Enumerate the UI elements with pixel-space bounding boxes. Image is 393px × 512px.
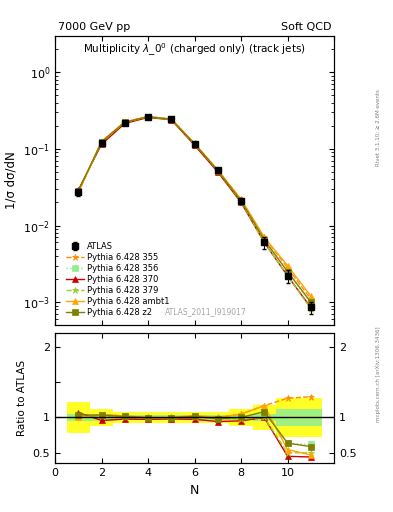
Pythia 6.428 379 — [262, 240, 267, 246]
Pythia 6.428 379 — [99, 139, 104, 145]
Text: Rivet 3.1.10; ≥ 2.6M events: Rivet 3.1.10; ≥ 2.6M events — [376, 90, 380, 166]
Pythia 6.428 370 — [285, 273, 290, 279]
Pythia 6.428 356 — [285, 268, 290, 274]
Pythia 6.428 356 — [123, 119, 127, 125]
Pythia 6.428 370 — [192, 142, 197, 148]
Text: Soft QCD: Soft QCD — [281, 22, 331, 32]
Y-axis label: Ratio to ATLAS: Ratio to ATLAS — [17, 360, 27, 436]
Pythia 6.428 379 — [169, 116, 174, 122]
Line: Pythia 6.428 z2: Pythia 6.428 z2 — [75, 114, 314, 305]
Pythia 6.428 z2 — [99, 139, 104, 145]
Pythia 6.428 z2 — [215, 167, 220, 174]
Pythia 6.428 356 — [146, 114, 151, 120]
Pythia 6.428 z2 — [169, 116, 174, 122]
Pythia 6.428 z2 — [285, 268, 290, 274]
Pythia 6.428 356 — [99, 139, 104, 145]
Pythia 6.428 355 — [192, 140, 197, 146]
Pythia 6.428 355 — [123, 119, 127, 125]
Pythia 6.428 z2 — [192, 141, 197, 147]
Pythia 6.428 370 — [146, 114, 151, 120]
Pythia 6.428 379 — [239, 199, 243, 205]
Pythia 6.428 z2 — [123, 119, 127, 125]
Pythia 6.428 z2 — [76, 188, 81, 195]
Pythia 6.428 ambt1 — [169, 116, 174, 122]
Pythia 6.428 z2 — [239, 198, 243, 204]
Pythia 6.428 379 — [123, 119, 127, 125]
Pythia 6.428 ambt1 — [99, 138, 104, 144]
Line: Pythia 6.428 379: Pythia 6.428 379 — [75, 114, 314, 312]
Pythia 6.428 z2 — [309, 299, 313, 305]
Line: Pythia 6.428 355: Pythia 6.428 355 — [75, 113, 314, 302]
Pythia 6.428 379 — [76, 189, 81, 196]
Line: Pythia 6.428 370: Pythia 6.428 370 — [75, 114, 314, 311]
Pythia 6.428 ambt1 — [309, 293, 313, 299]
Pythia 6.428 355 — [76, 189, 81, 196]
Pythia 6.428 356 — [169, 116, 174, 122]
Pythia 6.428 370 — [309, 305, 313, 311]
Pythia 6.428 370 — [123, 120, 127, 126]
Pythia 6.428 379 — [285, 273, 290, 279]
Pythia 6.428 370 — [262, 240, 267, 246]
X-axis label: N: N — [190, 484, 199, 497]
Pythia 6.428 z2 — [262, 237, 267, 243]
Pythia 6.428 355 — [99, 138, 104, 144]
Pythia 6.428 ambt1 — [76, 189, 81, 196]
Pythia 6.428 ambt1 — [123, 119, 127, 125]
Legend: ATLAS, Pythia 6.428 355, Pythia 6.428 356, Pythia 6.428 370, Pythia 6.428 379, P: ATLAS, Pythia 6.428 355, Pythia 6.428 35… — [62, 239, 173, 321]
Pythia 6.428 ambt1 — [146, 114, 151, 120]
Line: Pythia 6.428 356: Pythia 6.428 356 — [75, 114, 314, 307]
Pythia 6.428 370 — [215, 169, 220, 175]
Pythia 6.428 ambt1 — [215, 167, 220, 173]
Pythia 6.428 355 — [215, 167, 220, 173]
Pythia 6.428 379 — [146, 114, 151, 120]
Pythia 6.428 z2 — [146, 114, 151, 120]
Line: Pythia 6.428 ambt1: Pythia 6.428 ambt1 — [75, 113, 314, 299]
Pythia 6.428 356 — [239, 198, 243, 204]
Pythia 6.428 355 — [262, 234, 267, 241]
Pythia 6.428 ambt1 — [262, 234, 267, 241]
Pythia 6.428 356 — [192, 141, 197, 147]
Pythia 6.428 355 — [309, 296, 313, 302]
Pythia 6.428 356 — [76, 189, 81, 196]
Y-axis label: 1/σ dσ/dN: 1/σ dσ/dN — [5, 152, 18, 209]
Pythia 6.428 355 — [169, 116, 174, 122]
Pythia 6.428 356 — [309, 301, 313, 307]
Pythia 6.428 355 — [285, 265, 290, 271]
Text: Multiplicity $\lambda\_0^0$ (charged only) (track jets): Multiplicity $\lambda\_0^0$ (charged onl… — [83, 41, 306, 58]
Text: mcplots.cern.ch [arXiv:1306.3436]: mcplots.cern.ch [arXiv:1306.3436] — [376, 326, 380, 421]
Pythia 6.428 370 — [76, 187, 81, 193]
Pythia 6.428 356 — [215, 167, 220, 174]
Pythia 6.428 ambt1 — [192, 140, 197, 146]
Pythia 6.428 379 — [309, 306, 313, 312]
Text: ATLAS_2011_I919017: ATLAS_2011_I919017 — [165, 307, 246, 316]
Pythia 6.428 370 — [99, 141, 104, 147]
Pythia 6.428 355 — [146, 114, 151, 120]
Pythia 6.428 370 — [169, 117, 174, 123]
Pythia 6.428 379 — [215, 167, 220, 174]
Pythia 6.428 355 — [239, 196, 243, 202]
Pythia 6.428 ambt1 — [285, 263, 290, 269]
Text: 7000 GeV pp: 7000 GeV pp — [58, 22, 130, 32]
Pythia 6.428 379 — [192, 141, 197, 147]
Pythia 6.428 370 — [239, 199, 243, 205]
Pythia 6.428 356 — [262, 237, 267, 243]
Pythia 6.428 ambt1 — [239, 196, 243, 202]
